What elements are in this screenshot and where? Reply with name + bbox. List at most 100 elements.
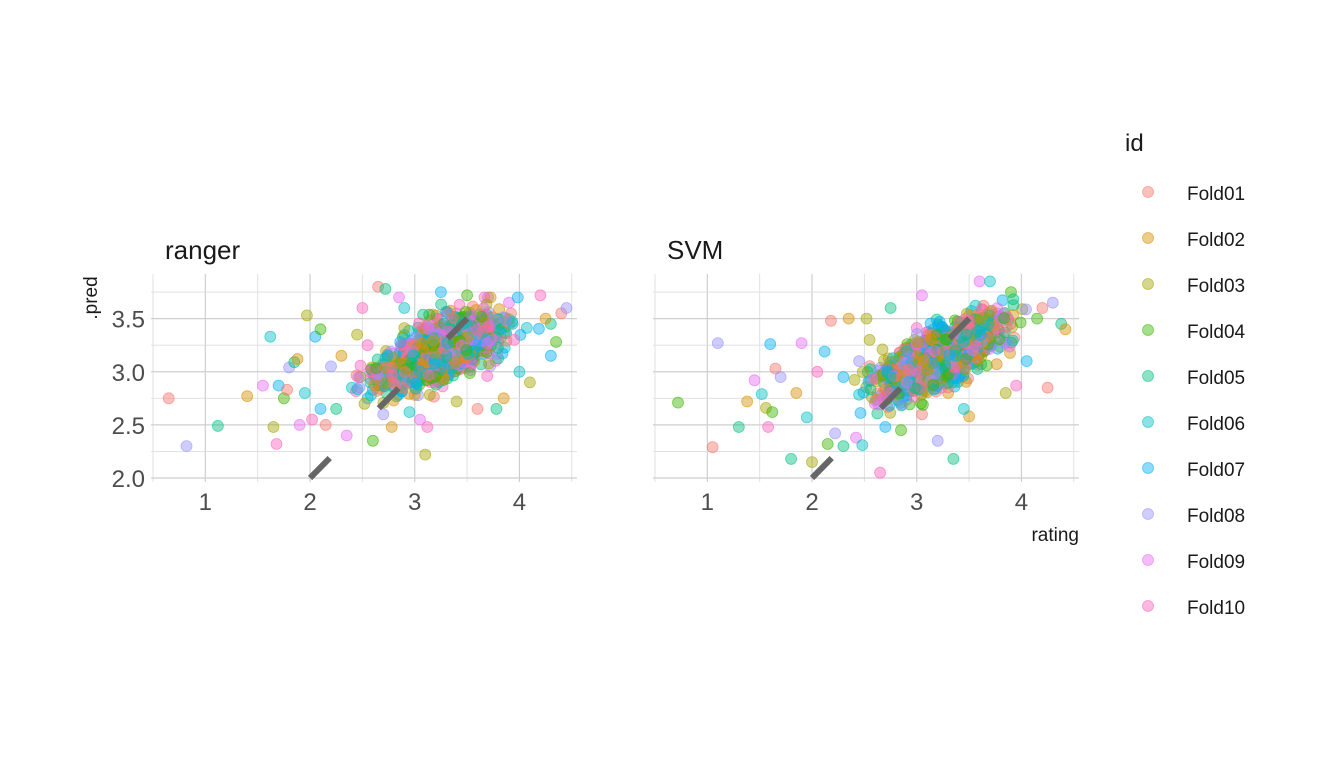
data-point (410, 377, 423, 390)
data-point (281, 383, 293, 396)
data-point (975, 312, 988, 325)
data-point (415, 337, 428, 350)
data-point (493, 323, 505, 336)
data-point (499, 314, 512, 327)
data-point (762, 421, 774, 433)
data-point (895, 424, 907, 437)
data-point (1046, 296, 1059, 309)
legend-label: Fold06 (1187, 414, 1245, 435)
data-point (806, 456, 818, 469)
data-point (381, 349, 394, 362)
data-point (481, 337, 494, 350)
data-point (917, 398, 929, 411)
x-tick-label: 2 (805, 489, 818, 516)
data-point (300, 309, 313, 322)
data-point (288, 356, 301, 369)
data-point (364, 389, 377, 402)
data-point (924, 317, 937, 330)
data-point (999, 387, 1012, 399)
data-point (760, 401, 772, 414)
data-point (428, 353, 441, 366)
data-point (370, 362, 383, 375)
y-tick-label: 3.5 (112, 307, 145, 334)
data-point (511, 291, 524, 304)
data-point (387, 376, 400, 389)
legend-label: Fold02 (1187, 230, 1245, 251)
data-point (900, 376, 913, 389)
data-point (435, 298, 448, 311)
data-point (450, 395, 463, 408)
data-point (741, 395, 753, 408)
data-point (291, 353, 304, 365)
legend-swatch (1142, 232, 1154, 244)
legend-item: Fold04 (1142, 322, 1246, 343)
data-point (821, 438, 834, 450)
facet-title: ranger (165, 235, 240, 265)
data-point (1020, 303, 1032, 316)
data-point (506, 317, 519, 330)
data-point (912, 354, 925, 367)
legend-label: Fold03 (1187, 276, 1245, 297)
points (162, 280, 573, 461)
data-point (912, 336, 924, 349)
data-point (298, 387, 311, 399)
data-point (896, 398, 908, 411)
data-point (264, 330, 277, 343)
data-point (440, 349, 453, 362)
data-point (947, 452, 960, 465)
data-point (1036, 302, 1049, 314)
data-point (463, 367, 476, 379)
data-point (672, 396, 684, 409)
legend-swatch (1142, 554, 1154, 566)
data-point (1014, 316, 1027, 329)
data-point (428, 357, 441, 370)
data-point (335, 349, 348, 362)
data-point (785, 452, 797, 465)
data-point (353, 381, 366, 394)
legend-label: Fold04 (1187, 322, 1246, 343)
data-point (973, 275, 986, 288)
data-point (916, 289, 928, 302)
x-tick-label: 1 (199, 489, 212, 516)
data-point (377, 408, 390, 421)
data-point (1059, 323, 1072, 336)
data-point (422, 318, 435, 331)
x-tick-label: 3 (408, 489, 421, 516)
data-point (863, 333, 876, 346)
legend-item: Fold02 (1142, 230, 1245, 251)
data-point (764, 338, 777, 351)
data-point (490, 402, 503, 415)
data-point (481, 370, 494, 382)
data-point (732, 421, 745, 433)
data-point (211, 419, 224, 432)
data-point (270, 438, 283, 450)
y-axis-title: .pred (81, 276, 102, 319)
data-point (385, 421, 398, 433)
legend-label: Fold01 (1187, 184, 1245, 205)
data-point (984, 275, 996, 288)
legend-item: Fold09 (1142, 552, 1245, 573)
data-point (856, 366, 869, 378)
data-point (1020, 355, 1033, 368)
data-point (711, 337, 724, 350)
data-point (350, 385, 363, 398)
data-point (491, 341, 504, 354)
data-point (449, 356, 462, 368)
data-point (998, 312, 1010, 325)
data-point (853, 388, 865, 401)
legend-item: Fold01 (1142, 184, 1245, 205)
data-point (1005, 286, 1017, 299)
data-point (364, 365, 377, 378)
data-point (361, 339, 374, 352)
data-point (766, 406, 779, 419)
data-point (419, 448, 432, 461)
data-point (971, 325, 984, 338)
y-tick-label: 2.5 (112, 413, 145, 440)
data-point (398, 302, 411, 314)
data-point (434, 286, 447, 299)
data-point (403, 406, 416, 419)
legend-item: Fold05 (1142, 368, 1245, 389)
data-point (460, 344, 473, 356)
data-point (550, 336, 562, 348)
